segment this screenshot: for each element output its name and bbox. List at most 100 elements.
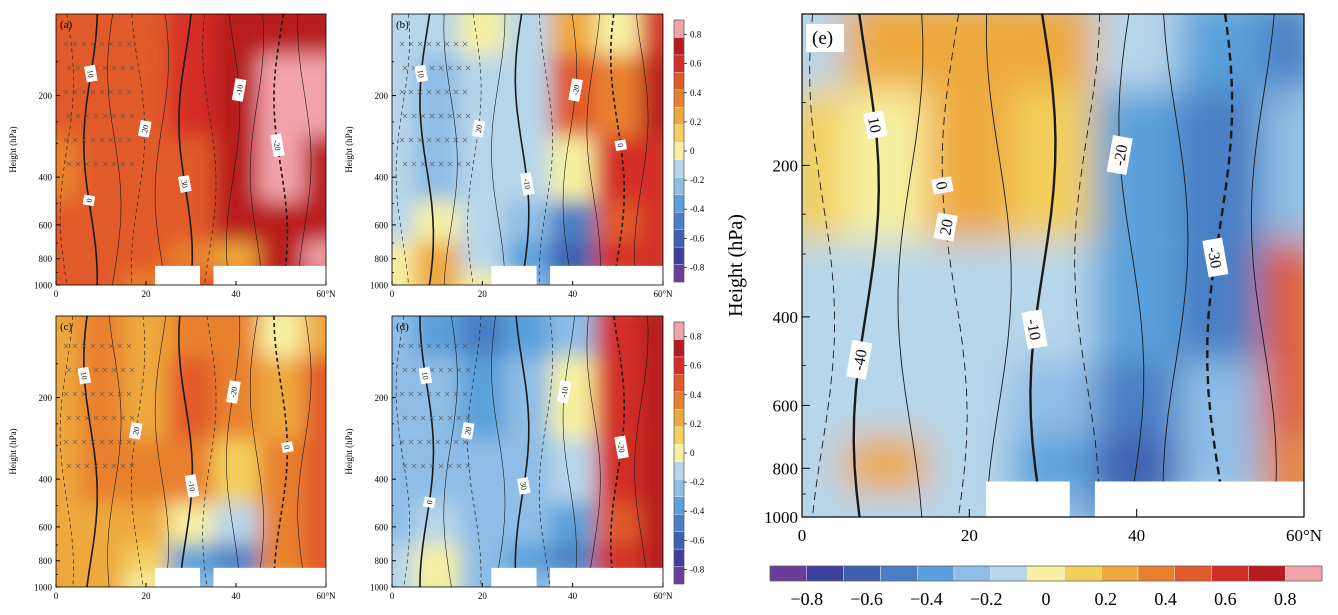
heatmap-cell <box>550 316 596 357</box>
heatmap-field: 10 20 -10 -20 -30 -40 0 <box>802 14 1304 517</box>
heatmap-cell <box>595 201 641 242</box>
significance-marker <box>99 439 105 445</box>
significance-marker <box>84 463 90 469</box>
contour-label: 20 <box>460 421 475 440</box>
contour-line <box>491 316 506 587</box>
x-tick-label: 0 <box>798 526 807 545</box>
significance-marker <box>456 65 462 71</box>
contour-label: 0 <box>423 496 436 509</box>
colorbar-tick-label: 0.8 <box>690 332 702 342</box>
significance-marker <box>399 137 405 143</box>
significance-marker <box>456 113 462 119</box>
colorbar-swatch <box>673 566 685 585</box>
colorbar-tick-label: −0.4 <box>910 589 943 609</box>
y-tick-label: 800 <box>39 254 53 264</box>
y-axis: 200 400 600 800 1000 <box>34 61 60 291</box>
colorbar-swatch <box>1100 565 1139 582</box>
contour-labels: 10 20 30 -10 -20 0 <box>82 64 285 207</box>
plot-frame <box>55 13 327 286</box>
colorbar-swatch <box>673 374 685 393</box>
heatmap-cell <box>78 14 124 55</box>
heatmap-cell <box>258 503 304 544</box>
significance-marker <box>426 391 432 397</box>
colorbar-swatch <box>673 479 685 497</box>
y-tick-label: 200 <box>39 393 53 403</box>
heatmap-cell <box>123 201 169 242</box>
significance-marker <box>102 65 108 71</box>
colorbar-swatch <box>843 565 881 582</box>
significance-marker <box>93 415 99 421</box>
colorbar-swatch <box>673 89 685 108</box>
heatmap-cell <box>1094 361 1179 437</box>
significance-marker <box>444 391 450 397</box>
significance-marker <box>429 113 435 119</box>
contour-label: -40 <box>846 339 873 380</box>
significance-marker <box>435 391 441 397</box>
colorbar-swatch <box>1174 565 1212 582</box>
heatmap-cell <box>640 543 663 574</box>
contour-line <box>249 316 264 587</box>
significance-marker <box>129 415 135 421</box>
significance-marker <box>465 113 471 119</box>
contour-label-text: 30 <box>518 481 528 490</box>
significance-marker <box>117 137 123 143</box>
contour-line <box>852 14 881 517</box>
colorbar-swatch <box>1137 565 1175 582</box>
heatmap-cell <box>303 543 326 574</box>
heatmap-cell <box>392 503 415 544</box>
heatmap-cell <box>258 201 304 242</box>
significance-marker <box>456 161 462 167</box>
heatmap-cell <box>802 241 844 362</box>
significance-marker <box>456 463 462 469</box>
significance-marker <box>429 415 435 421</box>
x-tick-label: 20 <box>478 289 488 299</box>
panel-label: (b) <box>396 19 409 31</box>
contour-label-text: -30 <box>1204 246 1224 270</box>
heatmap-cell <box>550 136 596 202</box>
x-axis: 0 20 40 60°N <box>390 583 673 601</box>
significance-marker <box>411 367 417 373</box>
significance-marker <box>435 137 441 143</box>
y-tick-label: 200 <box>39 91 53 101</box>
heatmap-cell <box>1011 89 1095 242</box>
significance-marker <box>66 113 72 119</box>
heatmap-cell <box>504 316 551 357</box>
y-tick-label: 600 <box>39 522 53 532</box>
heatmap-cell <box>550 503 596 544</box>
plot-frame <box>55 315 327 588</box>
colorbar-swatch <box>673 356 685 375</box>
contour-label-text: -10 <box>559 386 570 398</box>
colorbar-swatch <box>673 246 685 265</box>
heatmap-cell <box>213 136 259 202</box>
significance-marker <box>72 439 78 445</box>
significance-marker <box>108 343 114 349</box>
contour-line <box>131 316 146 587</box>
heatmap-cell <box>1262 89 1304 242</box>
heatmap-cell <box>927 14 1012 90</box>
colorbar-tick-label: 0 <box>690 448 695 458</box>
significance-marker <box>456 367 462 373</box>
significance-marker <box>420 415 426 421</box>
heatmap-cell <box>78 241 124 272</box>
contour-label: 10 <box>418 366 433 385</box>
panel-label: (c) <box>60 321 73 333</box>
significance-marker <box>63 439 69 445</box>
heatmap-cell <box>392 201 415 242</box>
contour-label: 30 <box>177 175 192 193</box>
significance-marker <box>108 89 114 95</box>
significance-marker <box>426 137 432 143</box>
colorbar-swatch <box>673 548 685 567</box>
contour-line <box>809 14 836 517</box>
significance-marker <box>129 113 135 119</box>
contour-line <box>1029 14 1057 517</box>
significance-marker <box>465 463 471 469</box>
contour-label: 10 <box>77 366 92 385</box>
significance-marker <box>66 65 72 71</box>
significance-marker <box>453 89 459 95</box>
heatmap-cell <box>459 14 505 55</box>
contour-line <box>107 14 122 285</box>
significance-marker <box>99 41 105 47</box>
contour-label-text: -10 <box>234 84 245 96</box>
colorbar-swatch <box>1064 565 1102 582</box>
